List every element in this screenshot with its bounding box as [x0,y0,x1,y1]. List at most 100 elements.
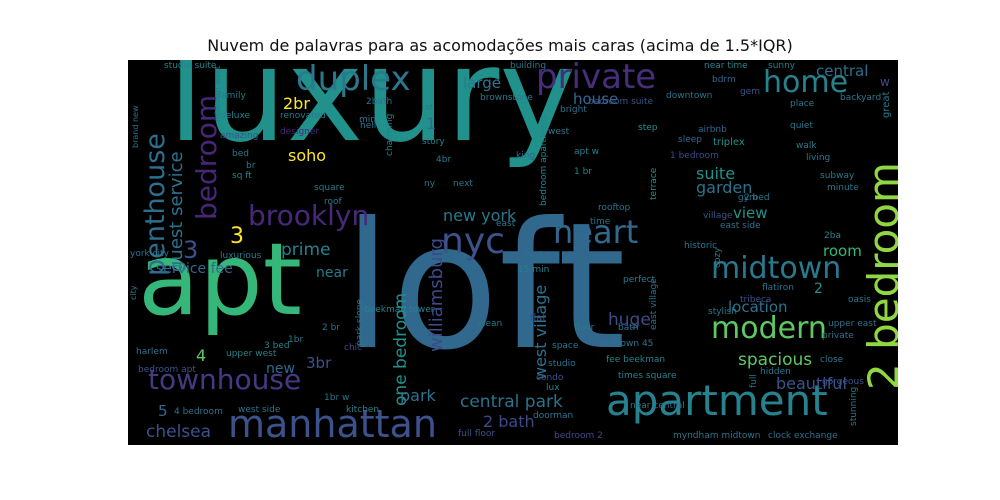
cloud-word: gem [740,87,761,97]
cloud-word: w [880,75,890,89]
cloud-word: 1 [426,114,437,133]
cloud-word: bdrm [712,75,736,85]
cloud-word: view [733,204,768,222]
cloud-word: min [359,115,376,125]
cloud-word: gorgeous [822,377,864,387]
cloud-word: new york [443,206,517,225]
cloud-word: 1 br [574,167,592,177]
cloud-word: park slope [355,299,365,346]
cloud-word: chelsea [146,422,212,442]
cloud-word: 5 [158,402,168,420]
cloud-word: york city [130,249,169,259]
cloud-word: luxurious [220,251,262,261]
cloud-word: 2 [814,281,823,297]
cloud-word: kitchen [346,405,380,415]
cloud-word: stylish [708,307,737,317]
cloud-word: backyard [840,93,882,103]
cloud-word: near [316,265,348,281]
cloud-word: prime [281,240,331,260]
cloud-word: place [790,99,815,109]
cloud-word: 3br [306,354,332,372]
cloud-word: flat [530,313,547,324]
cloud-word: cozy [713,247,723,268]
cloud-word: oasis [848,295,871,305]
cloud-word: time [590,217,611,227]
cloud-word: beekman tower [364,305,435,315]
cloud-word: city [129,285,138,301]
cloud-word: 3 bed [264,341,290,351]
cloud-word: square [314,183,345,193]
cloud-word: beautiful [776,374,847,393]
cloud-word: 1br w [324,393,350,403]
cloud-word: step [638,123,658,133]
cloud-word: st [425,103,434,113]
cloud-word: east [496,219,516,229]
cloud-word: perfect [623,275,656,285]
cloud-word: location [728,298,788,316]
cloud-word: studio suite [164,61,217,71]
cloud-word: bedroom 2 [554,431,603,441]
cloud-word: 1 bedroom [670,151,719,161]
cloud-word: building [510,61,547,71]
cloud-word: bright [560,105,587,115]
cloud-word: near time [704,61,748,71]
figure-title: Nuvem de palavras para as acomodações ma… [207,36,793,55]
cloud-word: brooklyn [248,199,370,232]
cloud-word: midtown 45 [600,339,654,349]
cloud-word: manhattan [228,402,437,445]
cloud-word: townhouse [148,363,302,396]
cloud-word: 3 [183,236,199,264]
cloud-word: 15 min [518,265,550,275]
cloud-word: deluxe [220,111,251,121]
cloud-word: chic [344,343,363,353]
cloud-word: park [400,386,436,405]
cloud-word: west side [238,405,281,415]
cloud-word: new [266,361,295,377]
cloud-word: walk [796,141,817,151]
cloud-word: west [548,127,570,137]
cloud-word: 2 bath [483,412,535,431]
cloud-word: renovated [280,111,326,121]
cloud-word: 4 [196,346,207,365]
cloud-word: duplex [296,60,411,99]
cloud-word: living [806,153,831,163]
cloud-word: garden [696,178,753,197]
cloud-word: 1br [288,335,304,345]
cloud-word: sleep [678,135,702,145]
cloud-word: central park [460,392,563,412]
cloud-word: flatiron [762,283,794,293]
cloud-word: floor [574,323,595,333]
cloud-word: west village [531,284,550,380]
cloud-word: stunning [849,386,859,426]
cloud-word: hidden [760,367,791,377]
cloud-word: private [536,60,657,97]
cloud-word: 3 [230,224,244,249]
cloud-word: airbnb [698,125,727,135]
cloud-word: upper east [828,319,877,329]
cloud-word: harlem [136,347,168,357]
cloud-word: studio [548,359,576,369]
cloud-word: sq ft [232,171,252,181]
cloud-word: next [453,179,473,189]
cloud-word: gym [738,193,758,203]
cloud-word: triplex [713,137,745,148]
cloud-word: full [749,374,759,388]
cloud-word: bedroom apartment [539,115,549,206]
cloud-word: room [823,242,862,260]
cloud-word: apt w [574,147,599,157]
word-cloud: luxuryloftaptapartment2 bedroommanhattan… [128,60,898,445]
cloud-word: close [820,355,844,365]
cloud-word: midtown [711,251,842,286]
cloud-word: midtown west [213,65,222,122]
cloud-word: brownstone [480,93,533,103]
cloud-word: apartment [606,376,828,425]
cloud-word: suite [696,164,736,183]
cloud-word: 4br [436,155,452,165]
cloud-word: downtown [666,91,713,101]
cloud-word: bed [232,149,249,159]
cloud-word: hell [360,121,377,131]
cloud-word: story [422,137,445,147]
cloud-word: quiet [790,121,813,131]
cloud-word: house [573,90,619,108]
cloud-word: 2br [283,94,310,113]
